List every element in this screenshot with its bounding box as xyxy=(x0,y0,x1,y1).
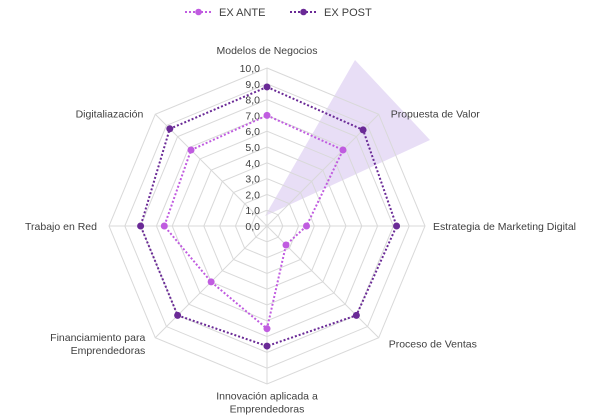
tick-label: 6,0 xyxy=(245,126,260,138)
legend-marker-ex-ante xyxy=(195,8,202,16)
category-label: Propuesta de Valor xyxy=(391,108,481,120)
legend: EX ANTE EX POST xyxy=(185,7,372,19)
data-point xyxy=(303,222,310,230)
highlight-wedge xyxy=(265,60,430,216)
tick-label: 9,0 xyxy=(245,79,260,91)
data-point xyxy=(187,146,195,154)
tick-label: 0,0 xyxy=(245,221,260,233)
data-point xyxy=(339,146,347,154)
category-label: Financiamiento para xyxy=(50,332,145,344)
spoke-7 xyxy=(154,113,268,227)
tick-label: 8,0 xyxy=(245,95,260,107)
series-layer xyxy=(137,83,401,350)
data-point xyxy=(393,222,401,230)
category-label: Emprendedoras xyxy=(230,404,305,416)
data-point xyxy=(263,342,271,350)
data-point xyxy=(166,125,174,133)
data-point xyxy=(137,222,145,230)
tick-label: 4,0 xyxy=(245,158,260,170)
data-point xyxy=(352,311,360,319)
category-label: Modelos de Negocios xyxy=(217,45,318,57)
tick-label: 2,0 xyxy=(245,189,260,201)
spoke-1 xyxy=(266,113,380,227)
legend-item-ex-post: EX POST xyxy=(290,7,372,19)
data-point xyxy=(263,83,271,91)
data-point xyxy=(160,222,168,230)
legend-label-ex-ante: EX ANTE xyxy=(219,7,265,19)
category-label: Innovación aplicada a xyxy=(216,391,318,403)
tick-label: 1,0 xyxy=(245,205,260,217)
category-labels: Modelos de Negocios Propuesta de Valor Est… xyxy=(25,45,576,416)
category-label: Trabajo en Red xyxy=(25,221,97,233)
data-point xyxy=(263,325,271,333)
radar-grid xyxy=(108,67,426,385)
legend-marker-ex-post xyxy=(300,8,307,16)
series-1 xyxy=(137,83,401,350)
series-0 xyxy=(160,111,347,333)
data-point xyxy=(263,111,271,119)
category-label: Estrategia de Marketing Digital xyxy=(433,221,576,233)
data-point xyxy=(359,126,367,134)
data-point xyxy=(207,278,215,286)
category-label: Digitaliazación xyxy=(76,108,144,120)
tick-label: 3,0 xyxy=(245,174,260,186)
category-label: Emprendedoras xyxy=(71,345,146,357)
category-label: Proceso de Ventas xyxy=(389,339,477,351)
legend-label-ex-post: EX POST xyxy=(324,7,372,19)
legend-item-ex-ante: EX ANTE xyxy=(185,7,265,19)
data-point xyxy=(174,311,182,319)
data-point xyxy=(282,241,290,249)
tick-label: 5,0 xyxy=(245,142,260,154)
tick-label: 10,0 xyxy=(240,63,261,75)
